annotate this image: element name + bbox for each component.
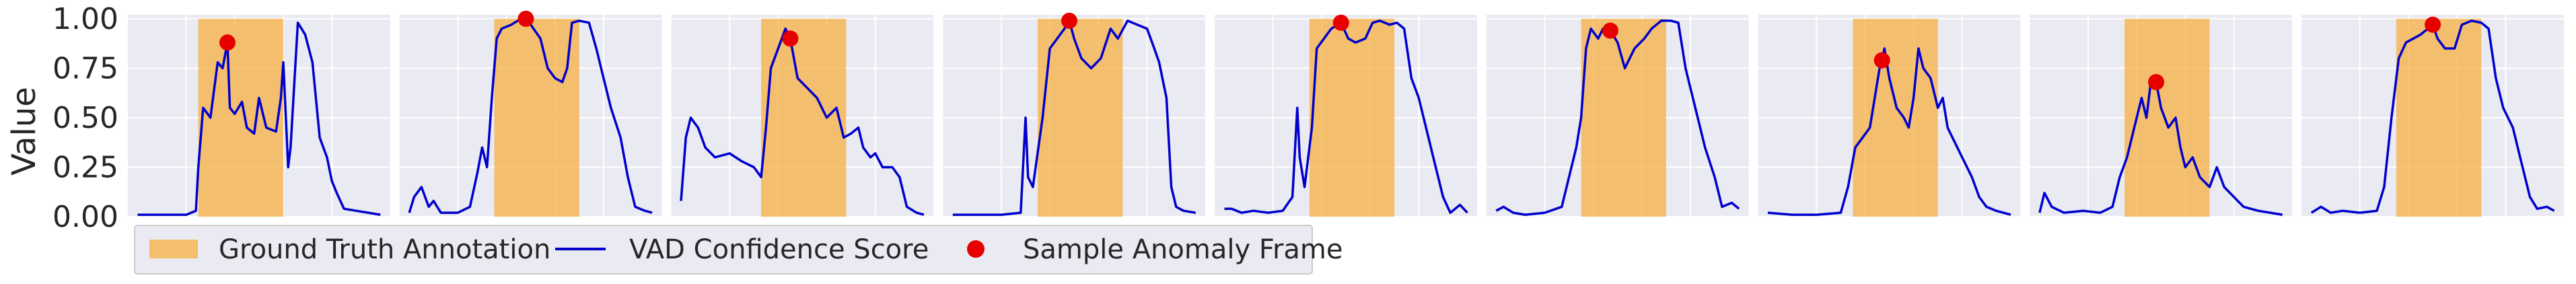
vad-confidence-line [2038, 77, 2283, 216]
panel-8 [2030, 15, 2293, 217]
y-tick-label: 0.00 [52, 200, 118, 234]
ground-truth-band [198, 18, 283, 217]
legend-ground-truth-swatch [149, 240, 198, 258]
ground-truth-band [494, 18, 579, 217]
panel-5 [1215, 14, 1477, 217]
ground-truth-band [2124, 18, 2210, 217]
y-tick-label: 0.25 [52, 150, 118, 184]
y-axis-label: Value [5, 87, 43, 176]
ground-truth-band [1309, 18, 1395, 217]
ground-truth-band [1853, 18, 1938, 217]
legend-frame [134, 225, 1313, 275]
anomaly-marker [517, 10, 534, 27]
legend-ground-truth-label: Ground Truth Annotation [219, 234, 550, 265]
anomaly-marker [1061, 12, 1078, 29]
ground-truth-band [1581, 18, 1666, 217]
legend-anomaly-label: Sample Anomaly Frame [1023, 234, 1343, 265]
y-axis: 0.00 0.25 0.50 0.75 1.00 [52, 2, 118, 234]
vad-confidence-line [137, 22, 381, 216]
anomaly-marker [1332, 14, 1349, 31]
panel-6 [1486, 15, 1749, 217]
panels [128, 10, 2564, 217]
anomaly-marker [1873, 52, 1890, 69]
vad-confidence-line [680, 27, 925, 216]
panel-7 [1758, 15, 2021, 217]
vad-confidence-line [1224, 20, 1468, 214]
legend: Ground Truth Annotation VAD Confidence S… [134, 225, 1343, 275]
panel-1 [128, 15, 390, 217]
y-tick-label: 0.75 [52, 51, 118, 85]
panel-4 [943, 12, 1206, 217]
anomaly-marker [782, 30, 799, 47]
panel-2 [399, 10, 662, 217]
y-tick-label: 1.00 [52, 2, 118, 36]
panel-3 [671, 15, 934, 217]
anomaly-marker [2425, 16, 2441, 33]
panel-9 [2301, 15, 2564, 217]
vad-confidence-line [1495, 20, 1740, 216]
anomaly-marker [2148, 74, 2165, 90]
ground-truth-band [761, 18, 847, 217]
ground-truth-band [2396, 18, 2482, 217]
vad-confidence-line [1767, 47, 2011, 216]
legend-anomaly-marker [967, 240, 985, 258]
anomaly-marker [1602, 22, 1618, 39]
legend-vad-label: VAD Confidence Score [629, 234, 929, 265]
anomaly-marker [219, 34, 236, 51]
y-tick-label: 0.50 [52, 101, 118, 135]
vad-confidence-line [952, 20, 1196, 216]
vad-confidence-line [2310, 20, 2555, 214]
